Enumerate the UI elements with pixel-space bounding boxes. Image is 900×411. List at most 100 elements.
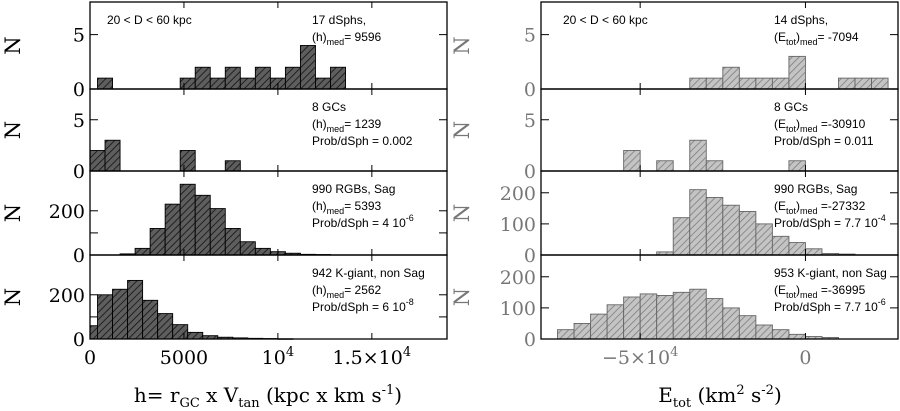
histogram-bar: [722, 66, 740, 90]
histogram-bar: [738, 210, 757, 256]
x-tick-label: 104: [262, 345, 294, 369]
histogram-bar: [590, 313, 608, 340]
histogram-bar: [254, 247, 271, 256]
y-tick-label: 0: [524, 329, 536, 351]
histogram-bar: [771, 77, 790, 90]
panel-kgiant: 0 200 N 942 K-giant, non Sag (h)med= 2562Pro…: [1, 254, 448, 351]
y-tick-label: 5: [73, 110, 85, 132]
stat-annotation: 990 RGBs, Sag: [312, 182, 395, 196]
histogram-bar: [149, 228, 166, 256]
histogram-bar: [299, 45, 316, 90]
stat-annotation: Prob/dSph = 6 10-8: [312, 297, 414, 314]
x-tick-label: 1.5×104: [333, 345, 412, 369]
y-tick-label: 200: [49, 285, 85, 307]
histogram-bar: [771, 329, 790, 340]
y-axis-label: N: [450, 36, 474, 54]
histogram-bar: [689, 139, 707, 172]
stat-annotation: (Etot)med= -7094: [774, 30, 859, 47]
histogram-bar: [606, 304, 625, 340]
histogram-bar: [838, 77, 856, 90]
y-tick-label: 5: [524, 110, 536, 132]
y-tick-label: 0: [73, 161, 85, 183]
histogram-bar: [315, 77, 331, 90]
histogram-bar: [330, 66, 346, 90]
stat-annotation: 8 GCs: [774, 100, 808, 114]
y-tick-label: 5: [524, 25, 536, 47]
histogram-bar: [557, 329, 575, 340]
histogram-bar: [194, 66, 211, 90]
histogram-bar: [788, 242, 806, 256]
y-axis-label: N: [450, 204, 474, 222]
histogram-bar: [179, 150, 196, 172]
panel-frame: [89, 254, 448, 340]
right-histogram-stack: 0 5 N 20 < D < 60 kpc 14 dSphs, (Etot)med= -7…: [450, 1, 899, 369]
x-tick-label: −5×104: [602, 345, 678, 369]
stat-annotation: Prob/dSph = 0.002: [312, 134, 413, 148]
stat-annotation: 14 dSphs,: [774, 13, 828, 27]
right-x-axis-title: Etot (km2 s-2): [658, 383, 782, 411]
y-tick-label: 0: [73, 79, 85, 101]
histogram-bar: [705, 160, 724, 172]
panel-rgb: 0 100 200 N 990 RGBs, Sag (Etot)med =-27332Pr…: [450, 170, 899, 267]
stat-annotation: 990 RGBs, Sag: [774, 182, 857, 196]
y-tick-label: 0: [524, 161, 536, 183]
y-axis-label: N: [450, 288, 474, 306]
histogram-bar: [164, 203, 181, 256]
histogram-bar: [672, 217, 691, 256]
panel-frame: [89, 88, 448, 172]
histogram-bar: [788, 160, 806, 172]
histogram-bar: [239, 241, 256, 256]
stat-annotation: Prob/dSph = 0.011: [774, 134, 874, 148]
histogram-bar: [179, 77, 196, 90]
histogram-bar: [623, 296, 641, 340]
x-tick-label: 5000: [160, 347, 208, 369]
histogram-bar: [656, 294, 674, 340]
stat-annotation: Prob/dSph = 7.7 10-4: [774, 213, 886, 230]
stat-annotation: 953 K-giant, non Sag: [774, 266, 887, 280]
panel-dsph: 0 5 N 20 < D < 60 kpc 14 dSphs, (Etot)med= -7…: [450, 1, 899, 101]
histogram-bar: [722, 204, 740, 256]
histogram-bar: [623, 150, 641, 172]
y-tick-label: 100: [500, 298, 536, 320]
histogram-bar: [771, 235, 790, 256]
histogram-bar: [755, 223, 773, 256]
y-tick-label: 100: [500, 214, 536, 236]
histogram-bar: [689, 288, 707, 340]
x-tick-label: 0: [84, 347, 96, 369]
panel-frame: [540, 254, 899, 340]
y-tick-label: 5: [73, 25, 85, 47]
histogram-bar: [127, 279, 144, 340]
stat-annotation: Prob/dSph = 7.7 10-6: [774, 297, 886, 314]
y-tick-label: 0: [73, 329, 85, 351]
y-tick-label: 0: [524, 79, 536, 101]
histogram-bar: [89, 150, 106, 172]
histogram-bar: [755, 324, 773, 340]
stat-annotation: 17 dSphs,: [312, 13, 366, 27]
panel-dsph: 0 5 N 20 < D < 60 kpc 17 dSphs, (h)med= 9596: [1, 1, 448, 101]
histogram-bar: [187, 331, 204, 340]
histogram-bar: [224, 160, 241, 172]
stat-annotation: (h)med= 1239: [312, 117, 382, 134]
stat-annotation: (h)med= 5393: [312, 199, 382, 216]
histogram-bar: [788, 333, 806, 340]
stat-annotation: (Etot)med =-27332: [774, 199, 866, 216]
y-tick-label: 200: [49, 201, 85, 223]
y-axis-label: N: [1, 288, 25, 306]
histogram-bar: [224, 228, 241, 256]
histogram-bar: [224, 66, 241, 90]
histogram-bar: [705, 298, 724, 340]
panel-kgiant: 0 100 200 N 953 K-giant, non Sag (Etot)med =-…: [450, 254, 899, 351]
histogram-bar: [689, 189, 707, 256]
stat-annotation: (h)med= 2562: [312, 283, 382, 300]
histogram-bar: [788, 55, 806, 90]
stat-annotation: (h)med= 9596: [312, 30, 382, 47]
histogram-bar: [104, 139, 121, 172]
histogram-bar: [142, 299, 159, 340]
histogram-bar: [284, 66, 301, 90]
histogram-bar: [157, 313, 174, 340]
panel-rgb: 0 200 N 990 RGBs, Sag (h)med= 5393Prob/dSph …: [1, 170, 448, 267]
histogram-bar: [705, 196, 724, 256]
